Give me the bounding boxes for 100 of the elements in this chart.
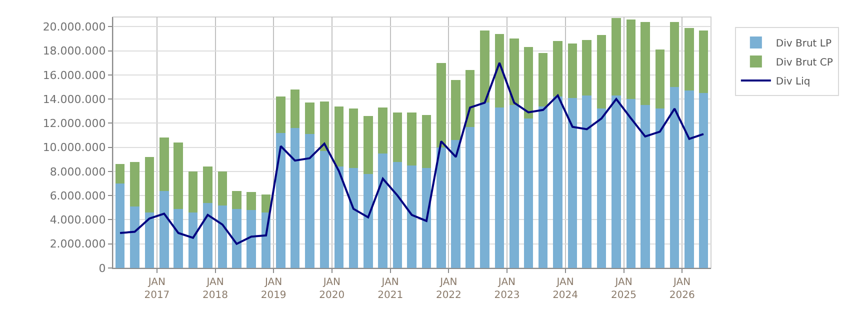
bar (524, 118, 534, 268)
y-tick-label: 10.000.000 (42, 141, 106, 154)
bar (596, 35, 606, 109)
bar (188, 212, 198, 268)
bar (510, 38, 519, 106)
legend-label: Div Brut CP (776, 57, 833, 68)
bar (684, 28, 694, 91)
bar (422, 168, 432, 268)
bar (553, 96, 562, 268)
bar (494, 34, 504, 108)
bar (246, 192, 256, 210)
bar (203, 166, 212, 203)
bar (612, 95, 621, 268)
x-tick-label: JAN 2023 (494, 277, 520, 301)
bar (305, 102, 314, 134)
bar (494, 108, 504, 268)
bar (232, 190, 242, 209)
y-tick-label: 16.000.000 (42, 68, 106, 82)
bar (364, 174, 373, 268)
bar (364, 116, 373, 174)
bar (465, 70, 475, 127)
x-tick-label: JAN 2020 (319, 277, 345, 301)
bar (538, 106, 548, 268)
bar (320, 101, 329, 151)
bar (422, 114, 432, 168)
bar (246, 210, 256, 268)
bar (290, 128, 300, 268)
bar (144, 156, 154, 212)
bar (320, 150, 329, 268)
bar (698, 30, 708, 94)
y-tick-label: 18.000.000 (42, 44, 106, 58)
bar (510, 105, 519, 268)
bar (698, 93, 708, 268)
bar (218, 171, 228, 206)
bar (436, 62, 446, 148)
bar (553, 41, 562, 97)
bar (538, 53, 548, 106)
y-tick-label: 2.000.000 (50, 238, 106, 251)
bar (203, 202, 212, 268)
bar (626, 19, 636, 100)
y-tick-label: 20.000.000 (42, 20, 106, 34)
bar (130, 206, 140, 268)
bar (276, 96, 286, 133)
bar (480, 30, 490, 103)
bar (436, 147, 446, 268)
bar (188, 171, 198, 212)
bar (670, 86, 680, 268)
y-tick-label: 14.000.000 (42, 92, 106, 106)
y-tick-label: 0 (98, 262, 106, 275)
bar (378, 108, 388, 154)
bar (115, 184, 125, 268)
bar (261, 194, 271, 212)
bar (568, 44, 578, 98)
bar (626, 99, 636, 268)
legend-label: Div Liq (776, 76, 810, 88)
y-tick-label: 12.000.000 (42, 117, 106, 130)
x-tick-label: JAN 2026 (669, 277, 695, 301)
bar (451, 140, 460, 268)
x-tick-label: JAN 2018 (202, 277, 228, 301)
bar (348, 108, 358, 168)
bar (684, 90, 694, 268)
bar (218, 205, 228, 268)
x-tick-label: JAN 2022 (436, 277, 462, 301)
bar (232, 208, 242, 268)
bar (568, 98, 578, 268)
bar (640, 22, 650, 106)
bar (334, 166, 344, 268)
bar (130, 162, 140, 206)
bar (276, 132, 286, 268)
bar (451, 80, 460, 140)
y-tick-label: 4.000.000 (50, 214, 106, 227)
bar (290, 89, 300, 128)
y-tick-label: 6.000.000 (50, 189, 106, 202)
bar (655, 50, 664, 109)
bar (582, 40, 592, 96)
x-tick-label: JAN 2025 (611, 277, 636, 301)
bar (596, 108, 606, 268)
y-tick-label: 8.000.000 (50, 165, 106, 178)
bar (524, 47, 534, 118)
bar (582, 95, 592, 268)
line-series (119, 62, 704, 245)
bar (670, 22, 680, 87)
x-tick-label: JAN 2017 (144, 277, 170, 301)
bar (115, 164, 125, 184)
bar (378, 153, 388, 268)
x-tick-label: JAN 2021 (378, 277, 404, 301)
bar (612, 18, 621, 96)
bar (174, 208, 183, 268)
bar (174, 142, 183, 209)
bar (407, 112, 416, 166)
legend-label: Div Brut LP (776, 38, 832, 50)
bar (407, 165, 416, 268)
bar (334, 106, 344, 167)
bar (655, 108, 664, 268)
bar (305, 134, 314, 268)
bar (465, 126, 475, 268)
bar (392, 162, 402, 268)
bar (480, 102, 490, 268)
bar (392, 112, 402, 162)
x-tick-label: JAN 2019 (260, 277, 286, 301)
